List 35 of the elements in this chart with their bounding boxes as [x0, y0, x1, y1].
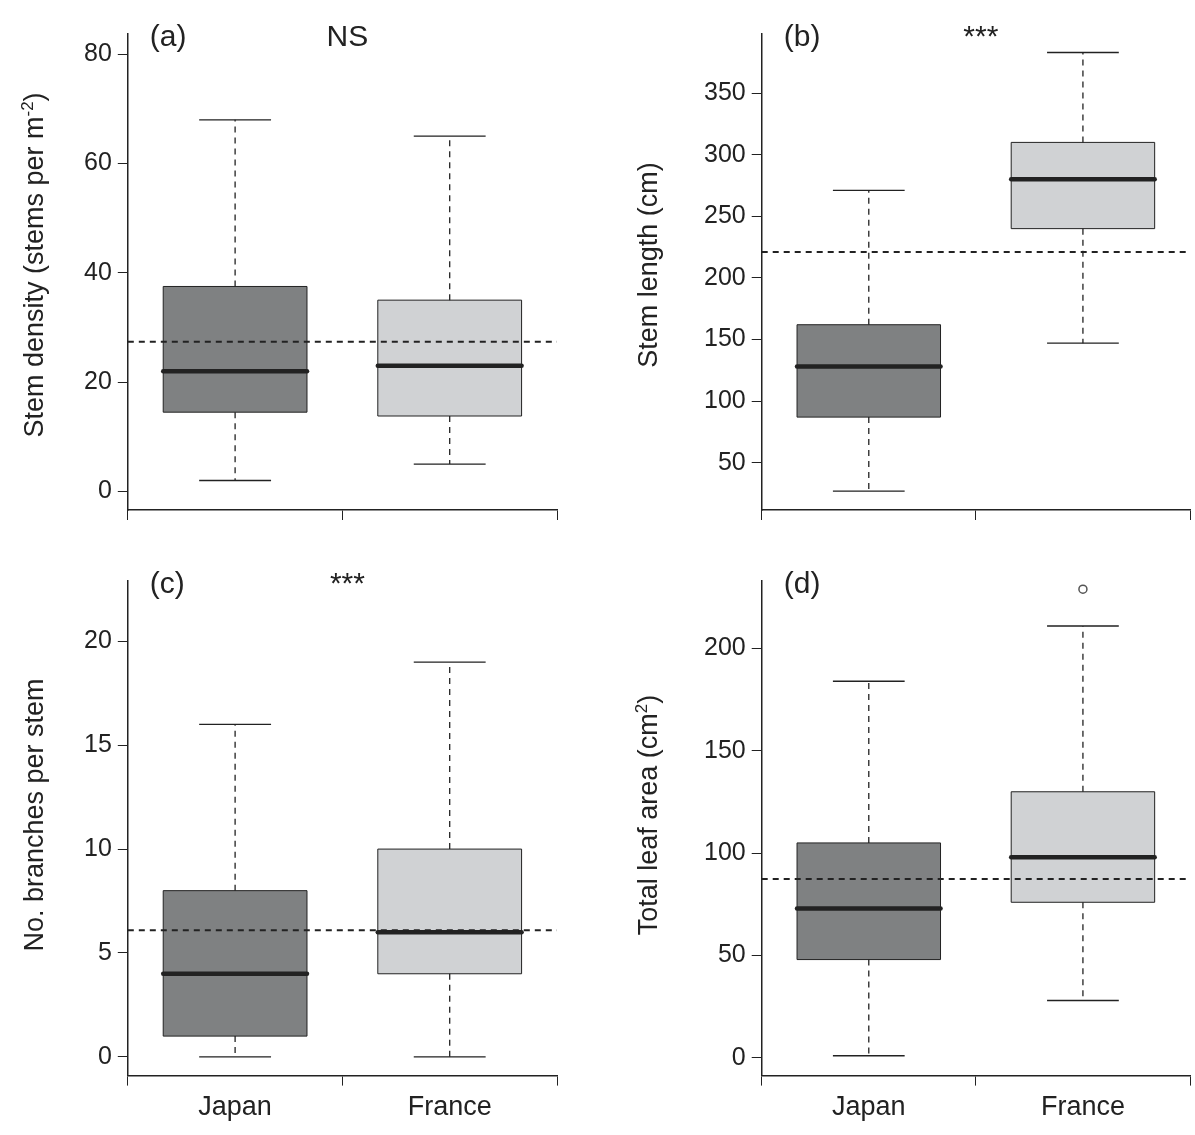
x-tick-label: France: [1040, 1091, 1125, 1122]
annotation: (a): [149, 19, 187, 53]
y-tick-label: 20: [84, 625, 112, 654]
y-tick-label: 0: [731, 1041, 746, 1070]
x-tick-label: France: [407, 1091, 492, 1122]
annotation: (c): [149, 566, 185, 600]
y-tick-label: 100: [703, 384, 746, 413]
annotation: (b): [783, 19, 821, 53]
y-tick-label: 5: [97, 936, 112, 965]
y-tick-label: 50: [717, 939, 746, 968]
annotation: NS: [326, 19, 369, 53]
y-tick-label: 80: [84, 38, 112, 67]
y-tick-label: 10: [84, 832, 112, 861]
y-axis-title: Stem length (cm): [632, 162, 664, 368]
y-tick-label: 100: [703, 837, 746, 866]
y-tick-label: 200: [703, 261, 746, 290]
y-tick-label: 300: [703, 138, 746, 167]
y-tick-label: 50: [717, 446, 746, 475]
y-tick-label: 150: [703, 734, 746, 763]
annotation: (d): [783, 566, 821, 600]
annotation: ***: [963, 19, 999, 53]
x-tick-label: Japan: [831, 1091, 906, 1122]
y-tick-label: 0: [97, 475, 112, 504]
y-tick-label: 15: [84, 729, 112, 758]
y-tick-label: 150: [703, 323, 746, 352]
y-tick-label: 60: [84, 147, 112, 176]
y-tick-label: 250: [703, 200, 746, 229]
y-tick-label: 40: [84, 256, 112, 285]
annotation: ***: [329, 566, 366, 600]
x-tick-label: Japan: [198, 1091, 272, 1122]
y-tick-label: 200: [703, 632, 746, 661]
y-tick-label: 350: [703, 77, 746, 106]
y-axis-title: No. branches per stem: [18, 678, 50, 952]
y-tick-label: 20: [84, 366, 112, 395]
y-tick-label: 0: [97, 1040, 112, 1069]
